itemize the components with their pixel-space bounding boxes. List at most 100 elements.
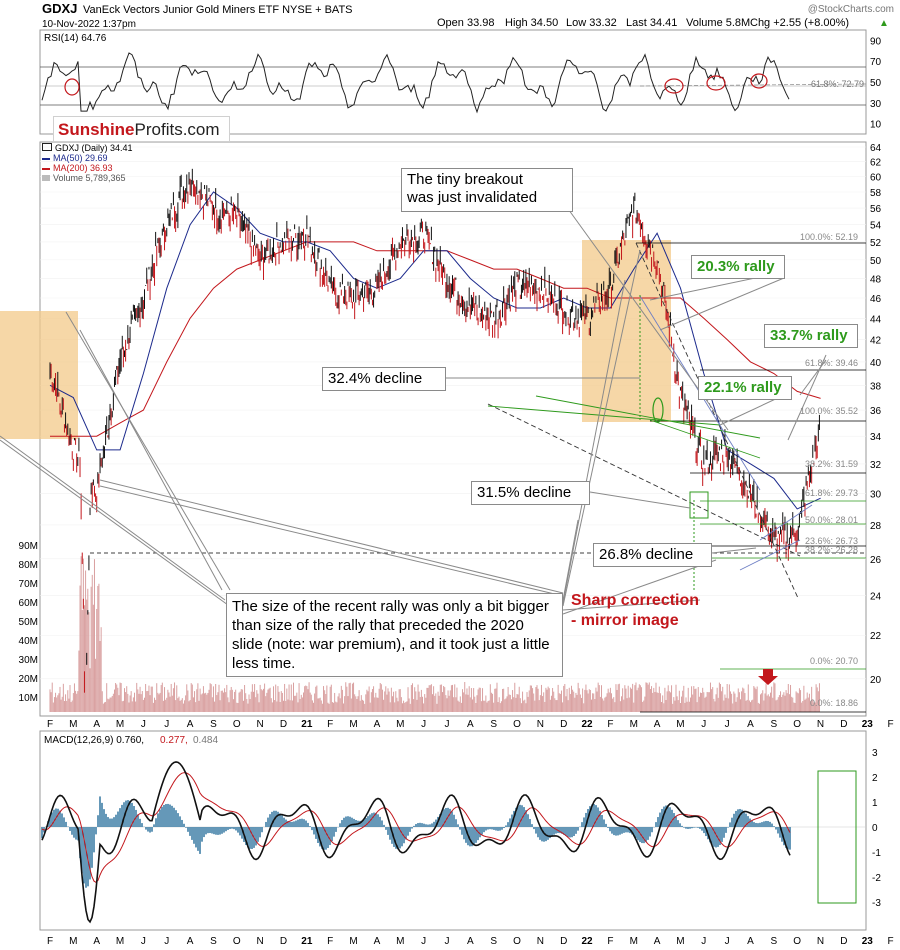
logo-part1: Sunshine xyxy=(58,120,135,139)
volume-tick-label: 20M xyxy=(19,674,38,685)
rsi-line xyxy=(41,52,790,114)
x-axis-label: J xyxy=(725,936,730,947)
x-axis-label: M xyxy=(676,936,684,947)
price-tick-label: 20 xyxy=(870,675,882,686)
price-tick-label: 54 xyxy=(870,221,882,232)
annotation-decline-32-4: 32.4% decline xyxy=(322,367,446,391)
price-tick-label: 42 xyxy=(870,336,882,347)
x-axis-label: O xyxy=(793,936,801,947)
x-axis-label: D xyxy=(280,936,287,947)
green-trend-3 xyxy=(649,419,761,459)
macd-tick-label: 2 xyxy=(872,773,878,784)
price-legend: GDXJ (Daily) 34.41 MA(50) 29.69 MA(200) … xyxy=(42,143,133,183)
macd-line xyxy=(41,761,791,924)
x-axis-label: M xyxy=(69,936,77,947)
legend-ma50: MA(50) 29.69 xyxy=(42,153,133,163)
annotation-size-note: The size of the recent rally was only a … xyxy=(226,593,563,677)
macd-signal-label: 0.277, xyxy=(160,735,188,746)
price-tick-label: 56 xyxy=(870,204,882,215)
macd-tick-label: 3 xyxy=(872,748,878,759)
x-axis-label: N xyxy=(817,719,824,730)
annotation-rally-20-3: 20.3% rally xyxy=(691,255,785,279)
x-axis-label: A xyxy=(187,719,194,730)
annotation-rally-33-7: 33.7% rally xyxy=(764,324,858,348)
macd-panel xyxy=(39,730,867,931)
x-axis-label: A xyxy=(374,719,381,730)
x-axis-label: M xyxy=(69,719,77,730)
rsi-tick-label: 50 xyxy=(870,78,882,89)
macd-signal-line xyxy=(41,772,791,884)
fib-level-label: 100.0%: 35.52 xyxy=(800,406,858,416)
price-tick-label: 50 xyxy=(870,256,882,267)
price-tick-label: 38 xyxy=(870,381,882,392)
x-axis-label: O xyxy=(233,936,241,947)
x-axis-label: F xyxy=(607,936,613,947)
x-axis-label: D xyxy=(840,719,847,730)
x-axis-label: J xyxy=(725,719,730,730)
price-tick-label: 24 xyxy=(870,591,882,602)
volume-tick-label: 50M xyxy=(19,617,38,628)
macd-tick-label: 0 xyxy=(872,823,878,834)
x-axis-label: F xyxy=(327,936,333,947)
x-axis-label: J xyxy=(164,936,169,947)
high-value: High 34.50 xyxy=(505,17,558,29)
fib-level-label: 0.0%: 18.86 xyxy=(810,698,858,708)
date-label: 10-Nov-2022 1:37pm xyxy=(42,19,136,30)
description-label: VanEck Vectors Junior Gold Miners ETF NY… xyxy=(83,4,353,16)
annotation-rally-22-1: 22.1% rally xyxy=(698,376,792,400)
x-axis-label: A xyxy=(747,719,754,730)
x-axis-label: A xyxy=(654,719,661,730)
rsi-tick-label: 90 xyxy=(870,36,882,47)
macd-tick-label: -3 xyxy=(872,898,881,909)
x-axis-label: D xyxy=(560,936,567,947)
logo-part2: Profits.com xyxy=(134,120,220,139)
blue-trend-3 xyxy=(739,539,801,571)
x-axis-label: F xyxy=(607,719,613,730)
highlight-box-2020 xyxy=(0,311,78,439)
x-axis-label: J xyxy=(444,936,449,947)
price-tick-label: 60 xyxy=(870,173,882,184)
x-axis-label: 22 xyxy=(581,719,593,730)
x-axis-label: N xyxy=(537,936,544,947)
fib-level-label: 0.0%: 20.70 xyxy=(810,656,858,666)
change-value: Chg +2.55 (+8.00%) xyxy=(750,17,849,29)
rsi-circle-4 xyxy=(750,73,768,89)
price-tick-label: 58 xyxy=(870,188,882,199)
x-axis-label: N xyxy=(817,936,824,947)
macd-hist-label: 0.484 xyxy=(193,735,218,746)
volume-tick-label: 90M xyxy=(19,541,38,552)
x-axis-label: J xyxy=(421,936,426,947)
x-axis-label: J xyxy=(444,719,449,730)
x-axis-label: M xyxy=(630,936,638,947)
macd-tick-label: -2 xyxy=(872,873,881,884)
macd-green-box xyxy=(817,770,857,904)
highlight-box-2022 xyxy=(582,240,671,422)
legend-price: GDXJ (Daily) 34.41 xyxy=(42,143,133,153)
last-value: Last 34.41 xyxy=(626,17,677,29)
price-tick-label: 32 xyxy=(870,460,882,471)
x-axis-label: S xyxy=(771,936,778,947)
price-tick-label: 30 xyxy=(870,489,882,500)
x-axis-label: A xyxy=(747,936,754,947)
x-axis-label: A xyxy=(467,719,474,730)
x-axis-label: M xyxy=(349,936,357,947)
annotation-decline-31-5: 31.5% decline xyxy=(471,481,590,505)
x-axis-label: 21 xyxy=(301,936,313,947)
x-axis-label: A xyxy=(467,936,474,947)
price-tick-label: 44 xyxy=(870,314,882,325)
fib-level-label: 38.2%: 26.28 xyxy=(805,545,858,555)
x-axis-label: J xyxy=(701,936,706,947)
x-axis-label: O xyxy=(513,936,521,947)
fib-level-label: 23.6%: 26.73 xyxy=(805,536,858,546)
macd-tick-label: 1 xyxy=(872,798,878,809)
volume-tick-label: 10M xyxy=(19,693,38,704)
x-axis-label: D xyxy=(840,936,847,947)
x-axis-label: M xyxy=(116,719,124,730)
x-axis-label: F xyxy=(47,719,53,730)
x-axis-label: J xyxy=(164,719,169,730)
x-axis-label: A xyxy=(187,936,194,947)
x-axis-label: N xyxy=(537,719,544,730)
fib-level-label: 50.0%: 28.01 xyxy=(805,515,858,525)
rsi-label: RSI(14) 64.76 xyxy=(44,33,107,44)
